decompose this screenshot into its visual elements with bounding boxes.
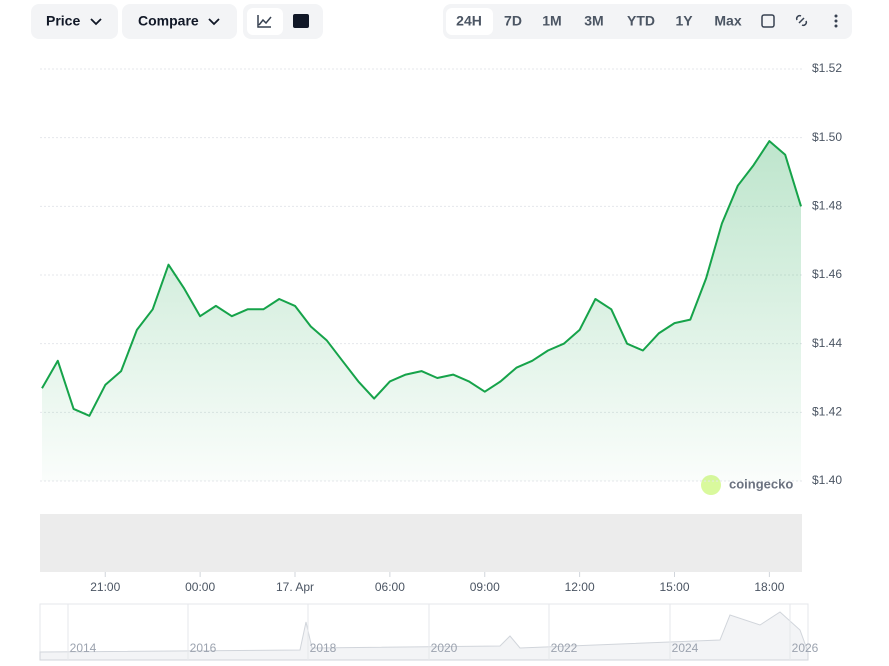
navigator-label: 2014 <box>70 641 97 655</box>
y-tick-label: $1.52 <box>812 61 842 75</box>
navigator-label: 2024 <box>672 641 699 655</box>
x-tick-label: 09:00 <box>470 580 500 594</box>
x-tick-label: 15:00 <box>659 580 689 594</box>
navigator-label: 2016 <box>190 641 217 655</box>
area <box>42 141 801 481</box>
y-tick-label: $1.40 <box>812 473 842 487</box>
chevron <box>90 18 102 26</box>
tradingview-button[interactable] <box>293 14 309 28</box>
chevron <box>208 18 220 26</box>
link-icon[interactable] <box>795 14 808 27</box>
navigator-label: 2022 <box>551 641 578 655</box>
range-button[interactable]: 7D <box>504 13 522 29</box>
navigator-label: 2018 <box>310 641 337 655</box>
range-button[interactable]: 1Y <box>675 13 693 29</box>
x-tick-label: 17. Apr <box>276 580 314 594</box>
x-tick-label: 18:00 <box>754 580 784 594</box>
y-tick-label: $1.44 <box>812 336 842 350</box>
compare-label: Compare <box>138 13 199 29</box>
y-tick-label: $1.46 <box>812 267 842 281</box>
navigator-label: 2020 <box>431 641 458 655</box>
x-tick-label: 21:00 <box>90 580 120 594</box>
calendar-icon[interactable] <box>761 14 775 28</box>
menu-dot <box>834 19 838 23</box>
y-tick-label: $1.42 <box>812 405 842 419</box>
x-tick-label: 00:00 <box>185 580 215 594</box>
y-tick-label: $1.50 <box>812 130 842 144</box>
range-button[interactable]: Max <box>714 13 741 29</box>
menu-dot[interactable] <box>834 14 838 18</box>
compare-button[interactable] <box>122 4 237 39</box>
price-button[interactable] <box>31 4 118 39</box>
range-button[interactable]: 1M <box>542 13 561 29</box>
line-icon <box>257 15 272 28</box>
navigator-series <box>39 611 809 661</box>
x-tick-label: 12:00 <box>565 580 595 594</box>
range-button[interactable]: YTD <box>627 13 655 29</box>
range-button[interactable]: 3M <box>584 13 603 29</box>
y-tick-label: $1.48 <box>812 199 842 213</box>
navigator-label: 2026 <box>792 641 819 655</box>
range-selected <box>446 8 493 35</box>
price-line <box>41 140 802 417</box>
x-tick-label: 06:00 <box>375 580 405 594</box>
range-button[interactable]: 24H <box>456 13 482 29</box>
price-label: Price <box>46 13 80 29</box>
range-group <box>443 4 852 39</box>
volume-band <box>40 514 802 572</box>
menu-dot <box>834 24 838 28</box>
